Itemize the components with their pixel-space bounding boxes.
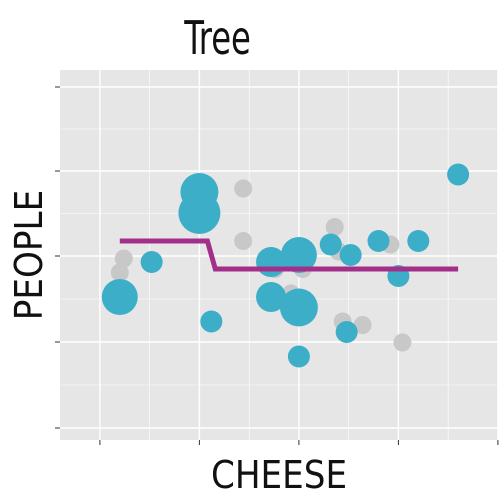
background-point	[234, 232, 253, 250]
background-point	[353, 316, 372, 334]
background-point	[110, 263, 129, 282]
x-axis-label: CHEESE	[211, 453, 347, 497]
background-point	[325, 218, 344, 236]
highlight-point	[287, 345, 310, 368]
background-point	[234, 179, 253, 198]
background-point	[393, 333, 412, 352]
y-axis-label: PEOPLE	[7, 190, 51, 320]
highlight-point	[339, 244, 362, 266]
highlight-point	[280, 237, 317, 273]
highlight-point	[140, 251, 163, 273]
highlight-point	[279, 288, 318, 327]
background-point	[114, 249, 133, 268]
highlight-point	[101, 279, 138, 315]
highlight-point	[367, 230, 390, 252]
step-line	[119, 238, 459, 272]
chart-title: Tree	[183, 12, 251, 66]
highlight-point	[335, 321, 358, 343]
highlight-point	[319, 233, 342, 256]
highlight-point	[407, 230, 430, 252]
highlight-point	[447, 163, 470, 186]
highlight-point	[256, 282, 287, 312]
highlight-point	[200, 310, 223, 333]
highlight-point	[178, 192, 221, 234]
axis-ticks	[55, 86, 499, 445]
